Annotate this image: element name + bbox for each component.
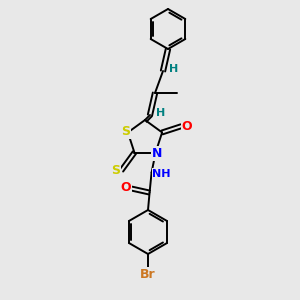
Text: O: O bbox=[120, 181, 131, 194]
Text: H: H bbox=[156, 108, 166, 118]
Text: S: S bbox=[111, 164, 120, 177]
Text: O: O bbox=[182, 120, 193, 133]
Text: H: H bbox=[169, 64, 178, 74]
Text: Br: Br bbox=[140, 268, 156, 281]
Text: N: N bbox=[152, 147, 162, 160]
Text: NH: NH bbox=[152, 169, 171, 178]
Text: S: S bbox=[122, 125, 130, 138]
